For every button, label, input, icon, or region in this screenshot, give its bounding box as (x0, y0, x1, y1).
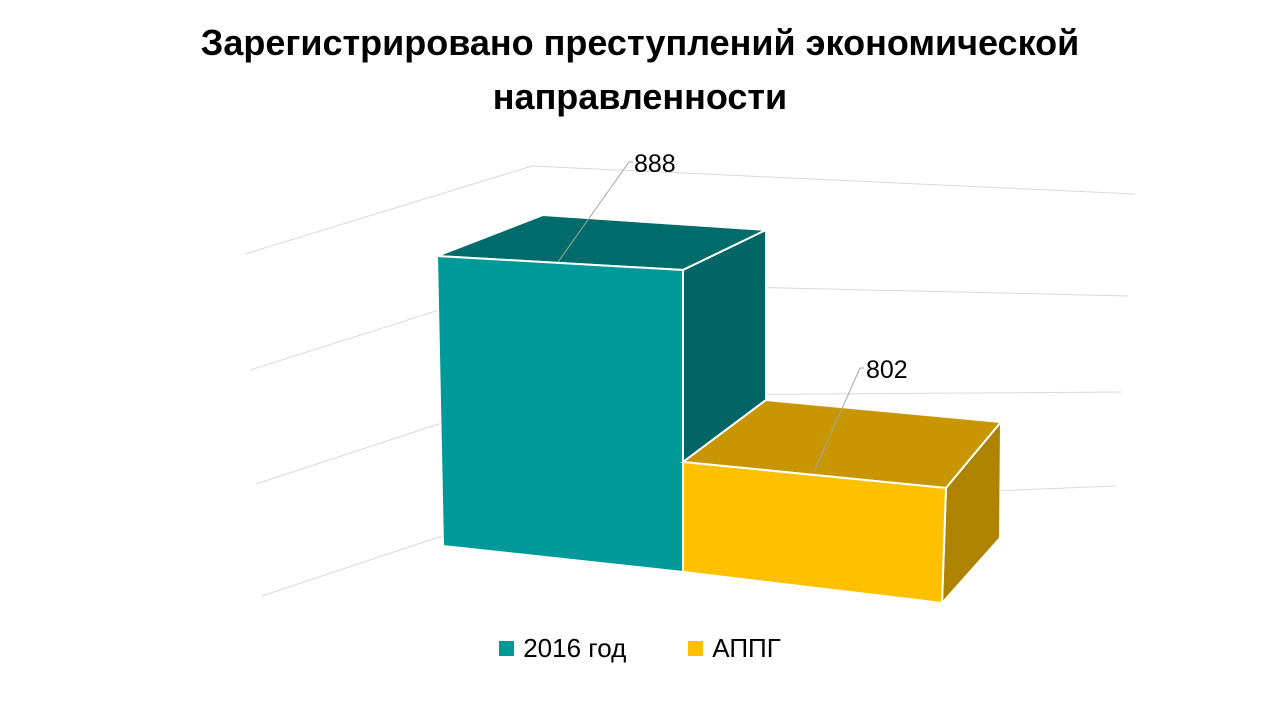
legend-swatch-2016 (499, 640, 515, 656)
legend-label-2016: 2016 год (523, 632, 627, 663)
bar-appg (682, 460, 948, 605)
legend: 2016 год АППГ (0, 628, 1280, 668)
gridline-0 (244, 165, 1136, 255)
bar-2016 (435, 254, 684, 574)
data-labels: 888 802 (557, 150, 908, 475)
legend-item-2016: 2016 год (499, 633, 626, 664)
legend-item-appg: АППГ (688, 633, 781, 664)
legend-label-appg: АППГ (712, 632, 781, 663)
legend-swatch-appg (688, 640, 704, 656)
data-label-appg: 802 (866, 356, 908, 384)
chart-title: Зарегистрировано преступлений экономичес… (200, 22, 1080, 117)
data-label-2016: 888 (634, 150, 676, 178)
leader-line-appg (812, 367, 864, 475)
leader-line-2016 (557, 161, 633, 263)
bars (435, 213, 1003, 606)
